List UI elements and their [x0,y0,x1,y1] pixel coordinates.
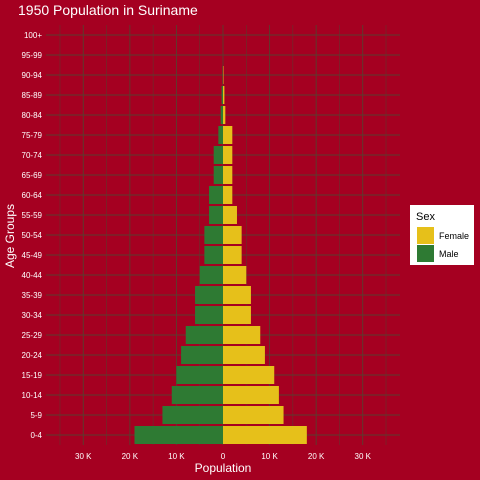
bar-male-70-74 [213,146,223,164]
bar-female-10-14 [223,386,279,404]
bar-female-0-4 [223,426,307,444]
bar-male-60-64 [209,186,223,204]
y-tick-label: 85-89 [22,91,43,100]
bar-male-25-29 [185,326,223,344]
bar-female-25-29 [223,326,261,344]
y-tick-label: 10-14 [22,391,43,400]
bar-female-5-9 [223,406,284,424]
legend-swatch-male [417,245,434,262]
y-tick-label: 15-19 [22,371,43,380]
bar-male-5-9 [162,406,223,424]
x-tick-label: 10 K [261,452,278,461]
y-tick-label: 80-84 [22,111,43,120]
bar-male-40-44 [199,266,223,284]
bar-male-10-14 [171,386,223,404]
legend-label-female: Female [439,231,469,241]
bar-female-35-39 [223,286,251,304]
chart-title: 1950 Population in Suriname [18,2,198,18]
bar-male-85-89 [221,86,223,104]
bar-female-80-84 [223,106,226,124]
legend-label-male: Male [439,249,459,259]
y-tick-label: 60-64 [22,191,43,200]
y-tick-label: 25-29 [22,331,43,340]
bar-female-55-59 [223,206,237,224]
bar-male-50-54 [204,226,223,244]
y-tick-label: 50-54 [22,231,43,240]
x-tick-label: 20 K [122,452,139,461]
x-axis-label: Population [195,461,252,475]
y-axis-label: Age Groups [3,204,17,268]
y-tick-label: 95-99 [22,51,43,60]
bar-male-75-79 [218,126,223,144]
bar-male-15-19 [176,366,223,384]
bar-female-85-89 [223,86,225,104]
x-tick-label: 30 K [355,452,372,461]
x-tick-label: 0 [221,452,226,461]
y-tick-label: 35-39 [22,291,43,300]
y-tick-label: 75-79 [22,131,43,140]
y-tick-label: 20-24 [22,351,43,360]
y-tick-label: 55-59 [22,211,43,220]
legend: Sex Female Male [410,205,474,265]
bar-female-50-54 [223,226,242,244]
x-axis-tick-labels: 30 K 20 K 10 K 0 10 K 20 K 30 K [75,452,372,461]
y-tick-label: 0-4 [30,431,42,440]
bar-male-20-24 [181,346,223,364]
y-tick-label: 90-94 [22,71,43,80]
legend-swatch-female [417,227,434,244]
x-tick-label: 10 K [168,452,185,461]
bar-female-15-19 [223,366,275,384]
y-tick-label: 30-34 [22,311,43,320]
bar-female-45-49 [223,246,242,264]
bar-male-30-34 [195,306,223,324]
bar-female-20-24 [223,346,265,364]
bar-female-60-64 [223,186,233,204]
bar-male-0-4 [134,426,223,444]
bar-female-65-69 [223,166,233,184]
bar-female-75-79 [223,126,233,144]
bar-male-55-59 [209,206,223,224]
y-tick-label: 5-9 [30,411,42,420]
x-tick-label: 20 K [308,452,325,461]
bar-female-40-44 [223,266,247,284]
bar-female-30-34 [223,306,251,324]
bar-male-45-49 [204,246,223,264]
y-tick-label: 45-49 [22,251,43,260]
bar-male-65-69 [213,166,223,184]
y-tick-label: 40-44 [22,271,43,280]
bar-female-70-74 [223,146,233,164]
y-tick-label: 65-69 [22,171,43,180]
y-tick-label: 100+ [24,31,42,40]
legend-title: Sex [416,211,435,223]
bar-male-80-84 [220,106,223,124]
x-tick-label: 30 K [75,452,92,461]
y-tick-label: 70-74 [22,151,43,160]
bar-male-35-39 [195,286,223,304]
y-axis-tick-labels: 0-4 5-9 10-14 15-19 20-24 25-29 30-34 35-39 40-4… [22,31,43,440]
bars [134,66,307,444]
